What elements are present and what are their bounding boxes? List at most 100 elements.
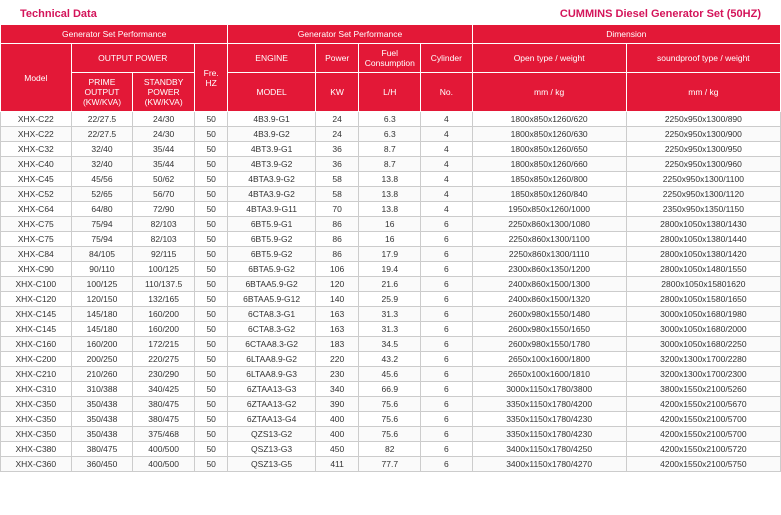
cell-prime: 145/180 [71,307,133,322]
th-group1: Generator Set Performance [1,25,228,44]
title-right: CUMMINS Diesel Generator Set (50HZ) [560,8,761,20]
cell-sound: 4200x1550x2100/5700 [626,412,780,427]
cell-model: XHX-C75 [1,232,72,247]
cell-fre: 50 [194,442,227,457]
cell-cyl: 6 [421,442,472,457]
cell-kw: 24 [315,127,359,142]
cell-model: XHX-C120 [1,292,72,307]
cell-engine: 6BT5.9-G2 [228,247,315,262]
cell-engine: 6BTAA5.9-G12 [228,292,315,307]
cell-sound: 3200x1300x1700/2300 [626,367,780,382]
th-group2: Generator Set Performance [228,25,472,44]
cell-fre: 50 [194,337,227,352]
cell-cyl: 6 [421,217,472,232]
table-row: XHX-C9090/110100/125506BTA5.9-G210619.46… [1,262,781,277]
cell-lh: 13.8 [359,202,421,217]
cell-prime: 45/56 [71,172,133,187]
cell-cyl: 4 [421,112,472,127]
cell-kw: 163 [315,322,359,337]
cell-standby: 24/30 [133,127,195,142]
cell-engine: 6ZTAA13-G3 [228,382,315,397]
th-group3: Dimension [472,25,780,44]
cell-open: 2650x100x1600/1810 [472,367,626,382]
cell-kw: 58 [315,172,359,187]
cell-model: XHX-C350 [1,427,72,442]
cell-model: XHX-C84 [1,247,72,262]
cell-open: 1800x850x1260/650 [472,142,626,157]
cell-standby: 400/500 [133,442,195,457]
cell-model: XHX-C310 [1,382,72,397]
cell-cyl: 6 [421,382,472,397]
cell-open: 2300x860x1350/1200 [472,262,626,277]
table-row: XHX-C310310/388340/425506ZTAA13-G334066.… [1,382,781,397]
cell-model: XHX-C22 [1,127,72,142]
cell-standby: 50/62 [133,172,195,187]
cell-cyl: 4 [421,202,472,217]
cell-prime: 32/40 [71,157,133,172]
cell-kw: 36 [315,157,359,172]
cell-open: 2600x980x1550/1480 [472,307,626,322]
cell-sound: 2800x1050x15801620 [626,277,780,292]
cell-engine: QSZ13-G3 [228,442,315,457]
data-table: Generator Set Performance Generator Set … [0,24,781,472]
th-model: Model [1,44,72,112]
cell-prime: 22/27.5 [71,127,133,142]
cell-model: XHX-C22 [1,112,72,127]
cell-engine: 6ZTAA13-G2 [228,397,315,412]
cell-model: XHX-C360 [1,457,72,472]
cell-kw: 86 [315,217,359,232]
cell-lh: 6.3 [359,127,421,142]
cell-open: 2600x980x1550/1650 [472,322,626,337]
cell-cyl: 6 [421,367,472,382]
cell-sound: 4200x1550x2100/5700 [626,427,780,442]
cell-kw: 411 [315,457,359,472]
table-row: XHX-C145145/180160/200506CTA8.3-G216331.… [1,322,781,337]
cell-model: XHX-C90 [1,262,72,277]
cell-fre: 50 [194,412,227,427]
cell-lh: 34.5 [359,337,421,352]
cell-standby: 220/275 [133,352,195,367]
cell-cyl: 4 [421,187,472,202]
header: Technical Data CUMMINS Diesel Generator … [0,0,781,24]
cell-prime: 75/94 [71,217,133,232]
cell-model: XHX-C350 [1,397,72,412]
cell-standby: 56/70 [133,187,195,202]
cell-model: XHX-C350 [1,412,72,427]
cell-engine: QSZ13-G5 [228,457,315,472]
th-lh: L/H [359,73,421,112]
cell-kw: 58 [315,187,359,202]
cell-fre: 50 [194,367,227,382]
cell-kw: 163 [315,307,359,322]
cell-engine: 6CTA8.3-G2 [228,322,315,337]
cell-sound: 3000x1050x1680/2000 [626,322,780,337]
cell-sound: 4200x1550x2100/5750 [626,457,780,472]
cell-engine: 6BT5.9-G2 [228,232,315,247]
cell-standby: 230/290 [133,367,195,382]
cell-open: 1800x850x1260/620 [472,112,626,127]
cell-model: XHX-C40 [1,157,72,172]
cell-engine: 4BT3.9-G2 [228,157,315,172]
cell-cyl: 6 [421,457,472,472]
th-output-power: OUTPUT POWER [71,44,194,73]
th-cylinder: Cylinder [421,44,472,73]
cell-model: XHX-C210 [1,367,72,382]
cell-model: XHX-C52 [1,187,72,202]
cell-standby: 92/115 [133,247,195,262]
cell-cyl: 4 [421,127,472,142]
th-sound: soundproof type / weight [626,44,780,73]
cell-model: XHX-C380 [1,442,72,457]
table-row: XHX-C160160/200172/215506CTAA8.3-G218334… [1,337,781,352]
table-row: XHX-C100100/125110/137.5506BTAA5.9-G2120… [1,277,781,292]
cell-open: 1950x850x1260/1000 [472,202,626,217]
table-row: XHX-C8484/10592/115506BT5.9-G28617.96225… [1,247,781,262]
cell-cyl: 6 [421,412,472,427]
cell-lh: 43.2 [359,352,421,367]
th-power: Power [315,44,359,73]
cell-lh: 17.9 [359,247,421,262]
cell-prime: 360/450 [71,457,133,472]
cell-cyl: 6 [421,292,472,307]
th-mmkg1: mm / kg [472,73,626,112]
cell-open: 2250x860x1300/1100 [472,232,626,247]
cell-lh: 66.9 [359,382,421,397]
cell-engine: 4BT3.9-G1 [228,142,315,157]
